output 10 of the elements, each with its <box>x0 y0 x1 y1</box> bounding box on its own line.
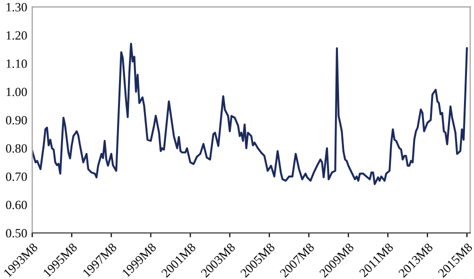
y-tick-label: 1.00 <box>6 88 27 96</box>
y-tick-label: 0.70 <box>6 172 27 181</box>
y-tick-label: 0.80 <box>6 144 27 153</box>
y-tick-label: 1.20 <box>6 31 27 40</box>
y-tick-label: 0.60 <box>6 200 27 210</box>
y-tick-label: 1.30 <box>6 3 27 12</box>
y-tick-label: 1.10 <box>6 59 27 68</box>
y-tick-label: 0.90 <box>6 116 27 124</box>
y-tick-label: 0.50 <box>6 228 27 238</box>
line-series <box>32 42 468 186</box>
